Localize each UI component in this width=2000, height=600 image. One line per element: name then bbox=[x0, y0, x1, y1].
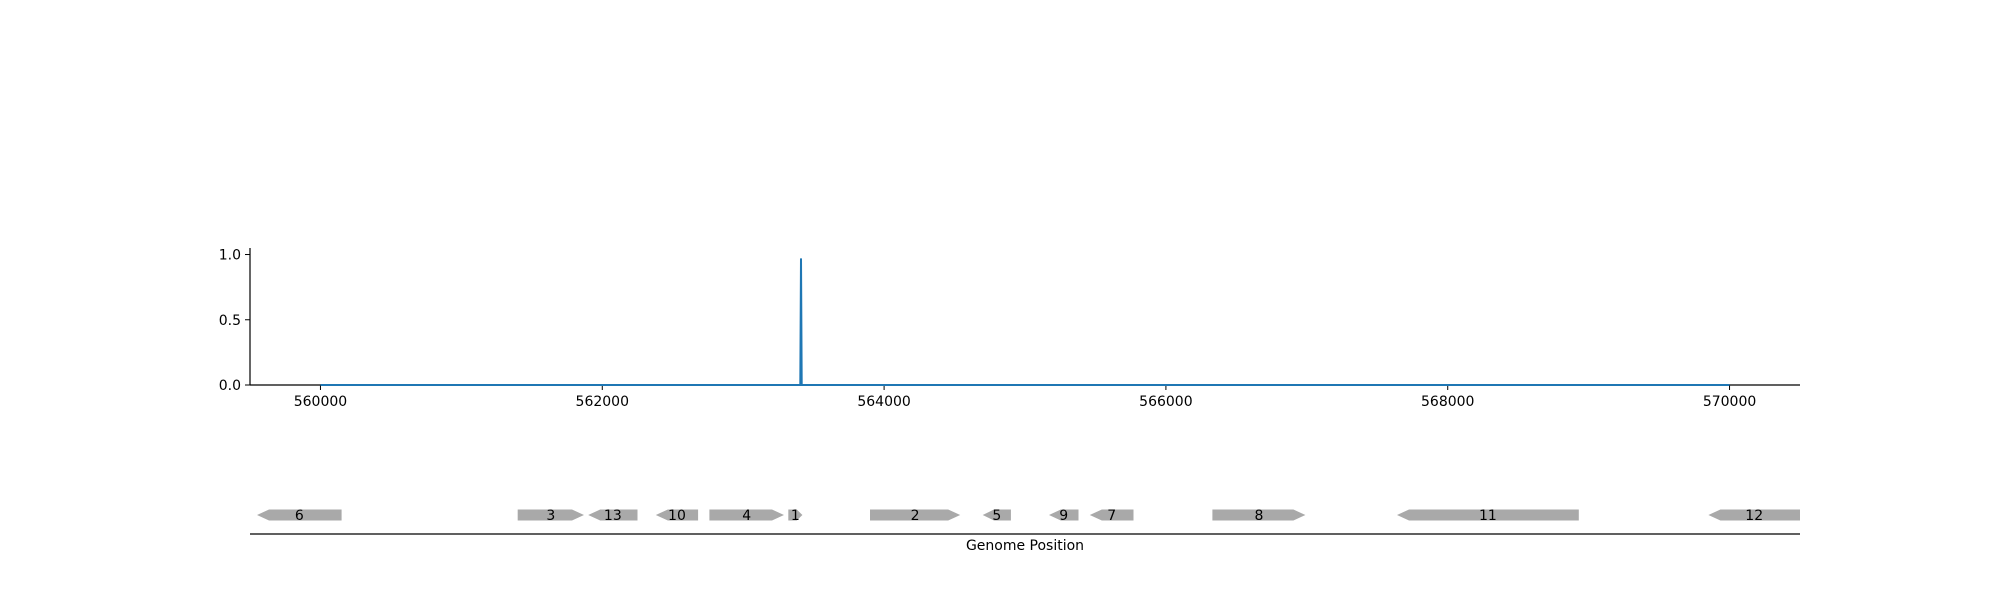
x-tick-label: 568000 bbox=[1421, 394, 1474, 410]
gene-arrow bbox=[1708, 509, 1800, 521]
gene-arrow bbox=[655, 509, 699, 521]
gene-arrow bbox=[257, 509, 342, 521]
x-ticks: 560000 562000 564000 566000 568000 570000 bbox=[294, 385, 1756, 410]
gene-label: 6 bbox=[295, 508, 304, 524]
gene-arrow bbox=[982, 509, 1011, 521]
gene-label: 5 bbox=[992, 508, 1001, 524]
gene-arrow bbox=[588, 509, 638, 521]
gene-label: 1 bbox=[791, 508, 800, 524]
x-tick-label: 564000 bbox=[857, 394, 910, 410]
gene-label: 2 bbox=[911, 508, 920, 524]
gene-arrow bbox=[709, 509, 784, 521]
gene-label: 13 bbox=[604, 508, 622, 524]
gene-arrows: 6 3 13 10 4 1 2 5 9 7 8 11 12 bbox=[257, 508, 1800, 524]
gene-track-xlabel: Genome Position bbox=[966, 538, 1084, 554]
y-tick-label: 0.0 bbox=[219, 378, 241, 394]
gene-label: 7 bbox=[1107, 508, 1116, 524]
gene-arrow bbox=[1397, 509, 1579, 521]
y-tick-label: 1.0 bbox=[219, 248, 241, 264]
gene-arrow bbox=[1212, 509, 1306, 521]
gene-arrow bbox=[870, 509, 961, 521]
y-ticks: 0.0 0.5 1.0 bbox=[219, 248, 250, 394]
gene-arrow bbox=[517, 509, 584, 521]
gene-label: 8 bbox=[1254, 508, 1263, 524]
x-tick-label: 566000 bbox=[1139, 394, 1192, 410]
x-tick-label: 560000 bbox=[294, 394, 347, 410]
gene-arrow bbox=[788, 509, 803, 521]
gene-track: 6 3 13 10 4 1 2 5 9 7 8 11 12 Genome Position bbox=[250, 508, 1800, 554]
gene-label: 4 bbox=[742, 508, 751, 524]
gene-arrow bbox=[1049, 509, 1079, 521]
x-tick-label: 562000 bbox=[576, 394, 629, 410]
y-tick-label: 0.5 bbox=[219, 313, 241, 329]
gene-label: 3 bbox=[546, 508, 555, 524]
gene-label: 12 bbox=[1745, 508, 1763, 524]
gene-label: 10 bbox=[668, 508, 686, 524]
coverage-series-line bbox=[320, 258, 1730, 386]
gene-arrow bbox=[1089, 509, 1134, 521]
coverage-plot: 560000 562000 564000 566000 568000 570000 0.0… bbox=[219, 248, 1800, 410]
gene-label: 9 bbox=[1059, 508, 1068, 524]
gene-label: 11 bbox=[1479, 508, 1497, 524]
x-tick-label: 570000 bbox=[1703, 394, 1756, 410]
